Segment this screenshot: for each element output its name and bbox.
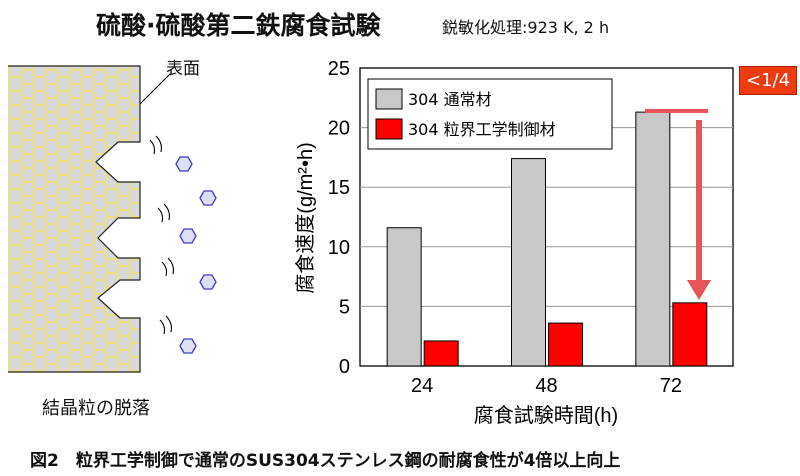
legend-swatch — [375, 118, 403, 140]
grain-boundaries — [8, 66, 140, 372]
bar-normal — [386, 227, 422, 367]
ratio-badge: <1/4 — [739, 66, 798, 95]
reduction-arrow-head — [687, 280, 711, 300]
page-subtitle: 鋭敏化処理:923 K, 2 h — [442, 18, 610, 37]
bar-normal — [635, 111, 671, 367]
x-axis: 24 48 72 — [411, 375, 682, 397]
legend-label: 304 粒界工学制御材 — [408, 120, 556, 139]
detached-grain — [199, 274, 217, 290]
surface-label: 表面 — [166, 59, 200, 79]
x-axis-label: 腐食試験時間(h) — [474, 404, 618, 427]
y-axis-label: 腐食速度(g/m²•h) — [294, 142, 317, 293]
y-tick-label: 15 — [328, 177, 350, 199]
figure-caption: 図2 粒界工学制御で通常のSUS304ステンレス鋼の耐腐食性が4倍以上向上 — [30, 451, 621, 471]
detached-grain — [175, 156, 193, 172]
detached-grain — [199, 190, 217, 206]
detached-grain — [179, 338, 197, 354]
grain-outline — [8, 65, 141, 373]
legend-swatch — [375, 88, 403, 110]
bar-gbe — [548, 322, 583, 367]
chart: 0 5 10 15 20 25 24 48 72 腐食速度(g/m²•h) 腐食試験時間(h)… — [294, 58, 734, 427]
y-tick-label: 5 — [339, 296, 350, 318]
x-tick-label: 24 — [411, 375, 433, 397]
motion-marks — [149, 135, 174, 335]
x-tick-label: 72 — [660, 375, 682, 397]
y-tick-label: 20 — [328, 118, 350, 140]
y-axis: 0 5 10 15 20 25 — [328, 58, 350, 378]
bar-gbe — [672, 302, 708, 367]
detached-grain — [179, 228, 197, 244]
legend-box — [367, 78, 613, 150]
legend-label: 304 通常材 — [408, 90, 492, 109]
surface-leader-line — [139, 73, 171, 105]
reduction-arrow — [645, 109, 711, 300]
bar-normal — [511, 158, 546, 367]
y-tick-label: 10 — [328, 237, 350, 259]
grain-diagram — [8, 65, 217, 373]
y-tick-label: 0 — [339, 356, 350, 378]
page-title: 硫酸·硫酸第二鉄腐食試験 — [96, 11, 381, 40]
grain-detachment-caption: 結晶粒の脱落 — [42, 398, 150, 419]
x-tick-label: 48 — [535, 375, 557, 397]
bars — [386, 111, 708, 367]
y-tick-label: 25 — [328, 58, 350, 80]
bar-gbe — [423, 340, 459, 367]
gridlines — [360, 127, 733, 307]
legend: 304 通常材 304 粒界工学制御材 — [367, 78, 613, 150]
